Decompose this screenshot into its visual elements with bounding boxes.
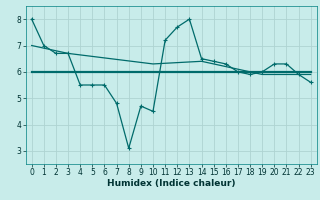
X-axis label: Humidex (Indice chaleur): Humidex (Indice chaleur) — [107, 179, 236, 188]
